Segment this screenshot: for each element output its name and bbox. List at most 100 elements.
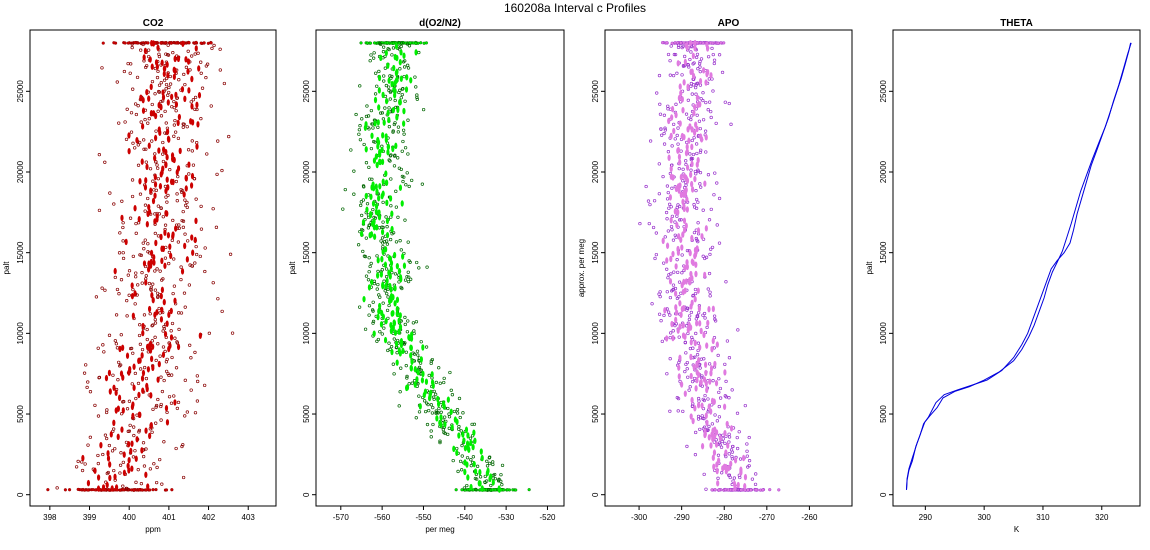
data-point [153, 269, 157, 273]
data-point [363, 327, 368, 331]
data-point [402, 132, 406, 136]
data-point [455, 446, 459, 451]
data-point [390, 310, 394, 317]
data-point [377, 87, 381, 94]
data-point [685, 308, 689, 312]
data-point [378, 295, 382, 299]
data-point [376, 143, 380, 150]
data-point [694, 236, 698, 241]
data-point [491, 479, 495, 486]
data-point [664, 210, 669, 215]
data-point [677, 153, 682, 161]
data-point [704, 487, 708, 491]
data-point [743, 403, 747, 408]
data-point [133, 41, 137, 45]
data-point [399, 341, 404, 349]
data-point [668, 295, 673, 300]
data-point [175, 406, 180, 411]
data-point [178, 147, 182, 155]
data-point [134, 271, 138, 275]
y-tick-label: 20000 [302, 160, 311, 183]
data-point [406, 319, 410, 323]
data-point [148, 312, 152, 316]
plot-frame [315, 29, 565, 507]
data-point [394, 189, 398, 193]
data-point [384, 136, 388, 144]
data-point [687, 137, 691, 144]
data-point [372, 224, 376, 231]
data-point [130, 382, 134, 386]
data-point [458, 415, 462, 420]
data-point [676, 396, 681, 401]
data-point [478, 469, 482, 476]
data-point [163, 109, 167, 114]
data-point [169, 401, 174, 405]
data-point [371, 300, 375, 304]
data-point [190, 172, 195, 180]
data-point [381, 281, 385, 289]
data-point [199, 204, 203, 208]
data-point [99, 441, 103, 449]
data-point [385, 231, 390, 239]
data-point [651, 225, 656, 230]
data-point [686, 326, 690, 334]
data-point [153, 212, 157, 216]
data-point [143, 117, 147, 122]
data-point [499, 473, 503, 477]
data-point [166, 232, 171, 239]
data-point [384, 267, 389, 271]
data-point [193, 236, 197, 244]
data-point [177, 113, 181, 121]
data-point [706, 319, 710, 327]
data-point [376, 257, 380, 264]
data-point [704, 150, 708, 154]
data-point [711, 52, 715, 57]
data-point [193, 52, 197, 56]
data-point [181, 122, 185, 126]
data-point [684, 42, 688, 49]
data-point [487, 488, 491, 492]
data-point [127, 269, 132, 273]
data-point [694, 92, 698, 96]
data-point [387, 88, 391, 93]
data-point [156, 204, 161, 208]
data-point [732, 476, 737, 480]
data-point [424, 409, 428, 414]
data-point [419, 41, 423, 45]
data-point [447, 426, 451, 430]
data-point [395, 114, 399, 121]
data-point [126, 61, 130, 66]
data-point [405, 376, 409, 380]
data-point [727, 440, 731, 444]
data-point [406, 270, 410, 274]
data-point [709, 247, 713, 251]
data-point [398, 350, 402, 357]
data-point [753, 482, 758, 487]
data-point [119, 278, 124, 282]
data-point [144, 471, 148, 478]
data-point [146, 242, 150, 246]
data-point [682, 205, 686, 213]
data-point [132, 384, 136, 391]
data-point [134, 480, 138, 484]
data-point [453, 416, 457, 423]
data-point [668, 313, 672, 317]
data-point [142, 454, 146, 459]
y-tick-label: 15000 [879, 241, 888, 264]
data-point [436, 395, 440, 403]
data-point [693, 355, 697, 359]
data-point [160, 257, 164, 265]
data-point [719, 445, 724, 449]
data-point [680, 96, 684, 103]
data-point [665, 41, 669, 45]
panel-title: APO [718, 18, 740, 29]
data-point [195, 143, 199, 150]
data-point [171, 178, 175, 186]
data-point [450, 393, 455, 397]
data-point [666, 150, 671, 154]
data-point [386, 85, 391, 89]
data-point [711, 89, 715, 93]
data-point [710, 346, 714, 353]
data-point [151, 197, 156, 205]
